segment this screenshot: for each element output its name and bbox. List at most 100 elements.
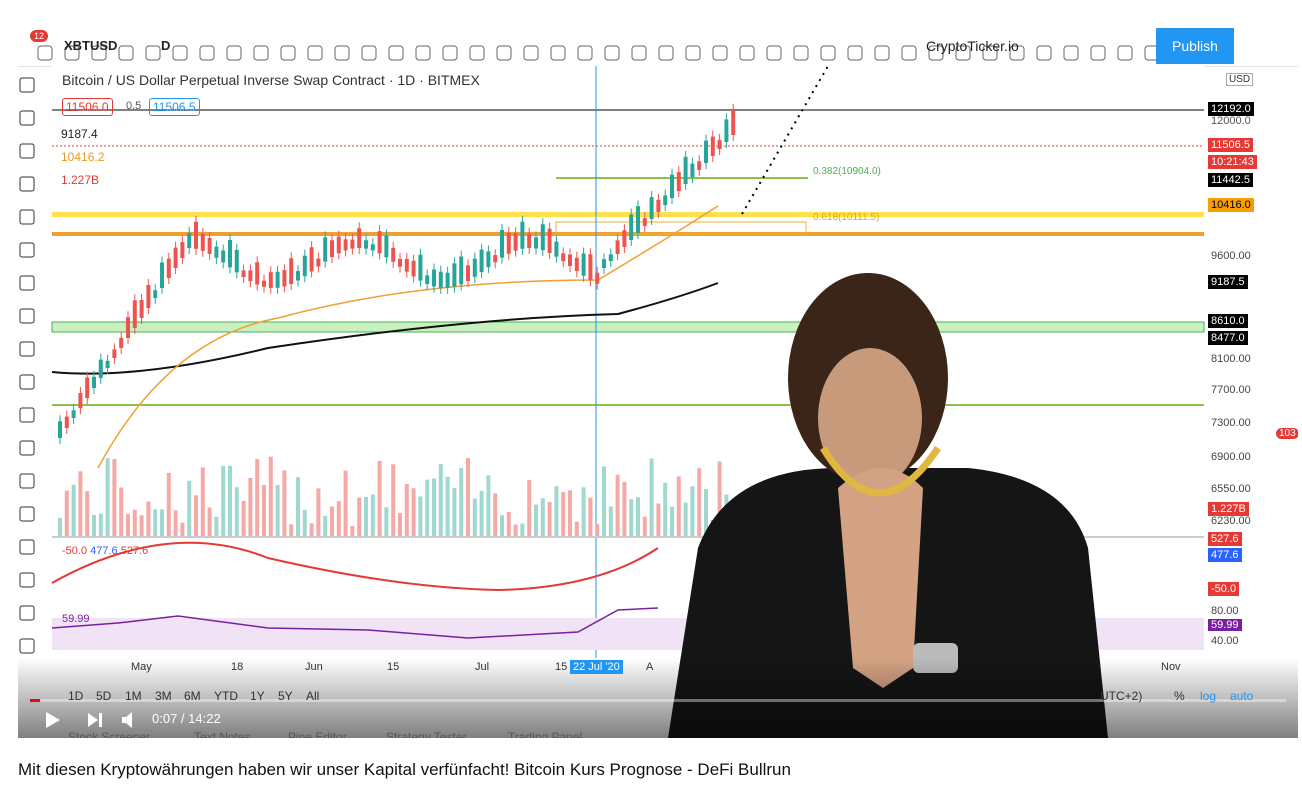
- buy-price[interactable]: 11506.5: [149, 98, 200, 116]
- chart-decoration: [248, 270, 253, 282]
- toolbar-icon: [523, 45, 539, 61]
- drawing-tool-icon: [19, 77, 35, 93]
- chart-decoration: [160, 509, 164, 536]
- timezone[interactable]: UTC+2): [1100, 689, 1143, 703]
- toolbar-icon: [739, 45, 755, 61]
- toolbar-icon: [793, 45, 809, 61]
- chart-decoration: [629, 214, 634, 240]
- chart-decoration: [500, 229, 504, 258]
- chart-decoration: [452, 487, 457, 536]
- bottom-tab[interactable]: Text Notes: [194, 730, 251, 738]
- fib-label: 0.618(10111.5): [813, 212, 880, 223]
- sell-price[interactable]: 11506.0: [62, 98, 113, 116]
- chart-decoration: [459, 467, 464, 536]
- chart-decoration: [343, 239, 348, 251]
- chart-decoration: [602, 466, 606, 536]
- chart-decoration: [622, 230, 627, 247]
- chart-decoration: [445, 272, 450, 288]
- toolbar-icon: [928, 45, 944, 61]
- chart-decoration: [132, 509, 137, 536]
- progress-bar[interactable]: [30, 699, 1286, 702]
- log-toggle[interactable]: log: [1200, 689, 1217, 703]
- range-button[interactable]: 5Y: [278, 689, 293, 703]
- chart-decoration: [268, 272, 273, 288]
- chart-decoration: [547, 501, 552, 536]
- chart-decoration: [350, 525, 355, 536]
- chart-decoration: [595, 272, 600, 284]
- bottom-tab[interactable]: Trading Panel: [508, 730, 583, 738]
- bottom-tab[interactable]: Stock Screener: [68, 730, 151, 738]
- drawing-tool-icon: [19, 440, 35, 456]
- chart-decoration: [547, 228, 552, 253]
- chart-decoration: [51, 321, 1205, 333]
- toolbar-icon: [766, 45, 782, 61]
- chart-decoration: [663, 195, 668, 205]
- range-button[interactable]: 1D: [68, 689, 84, 703]
- chart-decoration: [404, 483, 409, 536]
- chart-decoration: [656, 199, 661, 212]
- spread: 0.5: [126, 100, 142, 112]
- percent-toggle[interactable]: %: [1174, 689, 1185, 703]
- chart-decoration: [214, 246, 219, 258]
- fib-label: 0.382(10904.0): [813, 166, 881, 177]
- time-label: 22 Jul '20: [570, 660, 623, 674]
- range-button[interactable]: 3M: [155, 689, 172, 703]
- range-button[interactable]: 6M: [184, 689, 201, 703]
- chart-decoration: [364, 496, 368, 536]
- chart-decoration: [602, 259, 606, 268]
- chart-decoration: [513, 524, 518, 536]
- layout-name[interactable]: CryptoTicker.io: [926, 38, 1019, 54]
- chart-decoration: [432, 269, 436, 287]
- chart-decoration: [670, 174, 674, 198]
- video-player[interactable]: 12 XBTUSD D CryptoTicker.io Publish Bitc…: [18, 18, 1298, 738]
- chart-decoration: [622, 482, 627, 536]
- chart-decoration: [51, 607, 659, 639]
- chart-decoration: [221, 465, 226, 536]
- chart-decoration: [228, 465, 232, 536]
- rsi-axis-label: 59.99: [1208, 619, 1242, 631]
- toolbar-icon: [847, 45, 863, 61]
- chart-decoration: [741, 65, 829, 215]
- chart-decoration: [466, 457, 470, 536]
- price-label: 1.227B: [1208, 502, 1249, 516]
- toolbar-icon: [253, 45, 269, 61]
- publish-button[interactable]: Publish: [1156, 28, 1234, 64]
- chart-decoration: [289, 258, 294, 284]
- toolbar-icon: [334, 45, 350, 61]
- bottom-tab[interactable]: Pine Editor: [288, 730, 347, 738]
- toolbar-icon: [496, 45, 512, 61]
- chart-decoration: [540, 224, 545, 251]
- chart-decoration: [51, 541, 659, 592]
- chart-decoration: [85, 377, 90, 398]
- chart-decoration: [554, 241, 559, 257]
- time-label: 18: [231, 661, 244, 673]
- chart-decoration: [398, 258, 402, 267]
- range-button[interactable]: 1M: [125, 689, 142, 703]
- macd-axis-label: 477.6: [1208, 548, 1242, 562]
- range-button[interactable]: YTD: [214, 689, 238, 703]
- interval[interactable]: D: [161, 38, 171, 53]
- bottom-tab[interactable]: Strategy Tester: [386, 730, 467, 738]
- chart-decoration: [153, 290, 158, 298]
- chart-decoration: [683, 502, 688, 536]
- auto-toggle[interactable]: auto: [1230, 689, 1254, 703]
- range-button[interactable]: 1Y: [250, 689, 265, 703]
- chart-decoration: [132, 300, 137, 328]
- currency: USD: [1226, 73, 1254, 86]
- chart-decoration: [534, 504, 538, 536]
- price-label: 9187.5: [1208, 275, 1248, 289]
- chart-decoration: [112, 349, 117, 358]
- chart-decoration: [85, 491, 90, 536]
- time-label: Jul: [475, 661, 490, 673]
- macd-legend: -50.0 477.6 527.6: [62, 545, 148, 557]
- chart-decoration: [432, 478, 436, 536]
- range-button[interactable]: All: [306, 689, 320, 703]
- chart-decoration: [296, 477, 300, 536]
- symbol[interactable]: XBTUSD: [64, 38, 118, 53]
- chart-decoration: [391, 464, 396, 536]
- range-button[interactable]: 5D: [96, 689, 112, 703]
- drawing-tool-icon: [19, 605, 35, 621]
- chart-decoration: [370, 494, 375, 536]
- player-buttons[interactable]: [42, 710, 142, 730]
